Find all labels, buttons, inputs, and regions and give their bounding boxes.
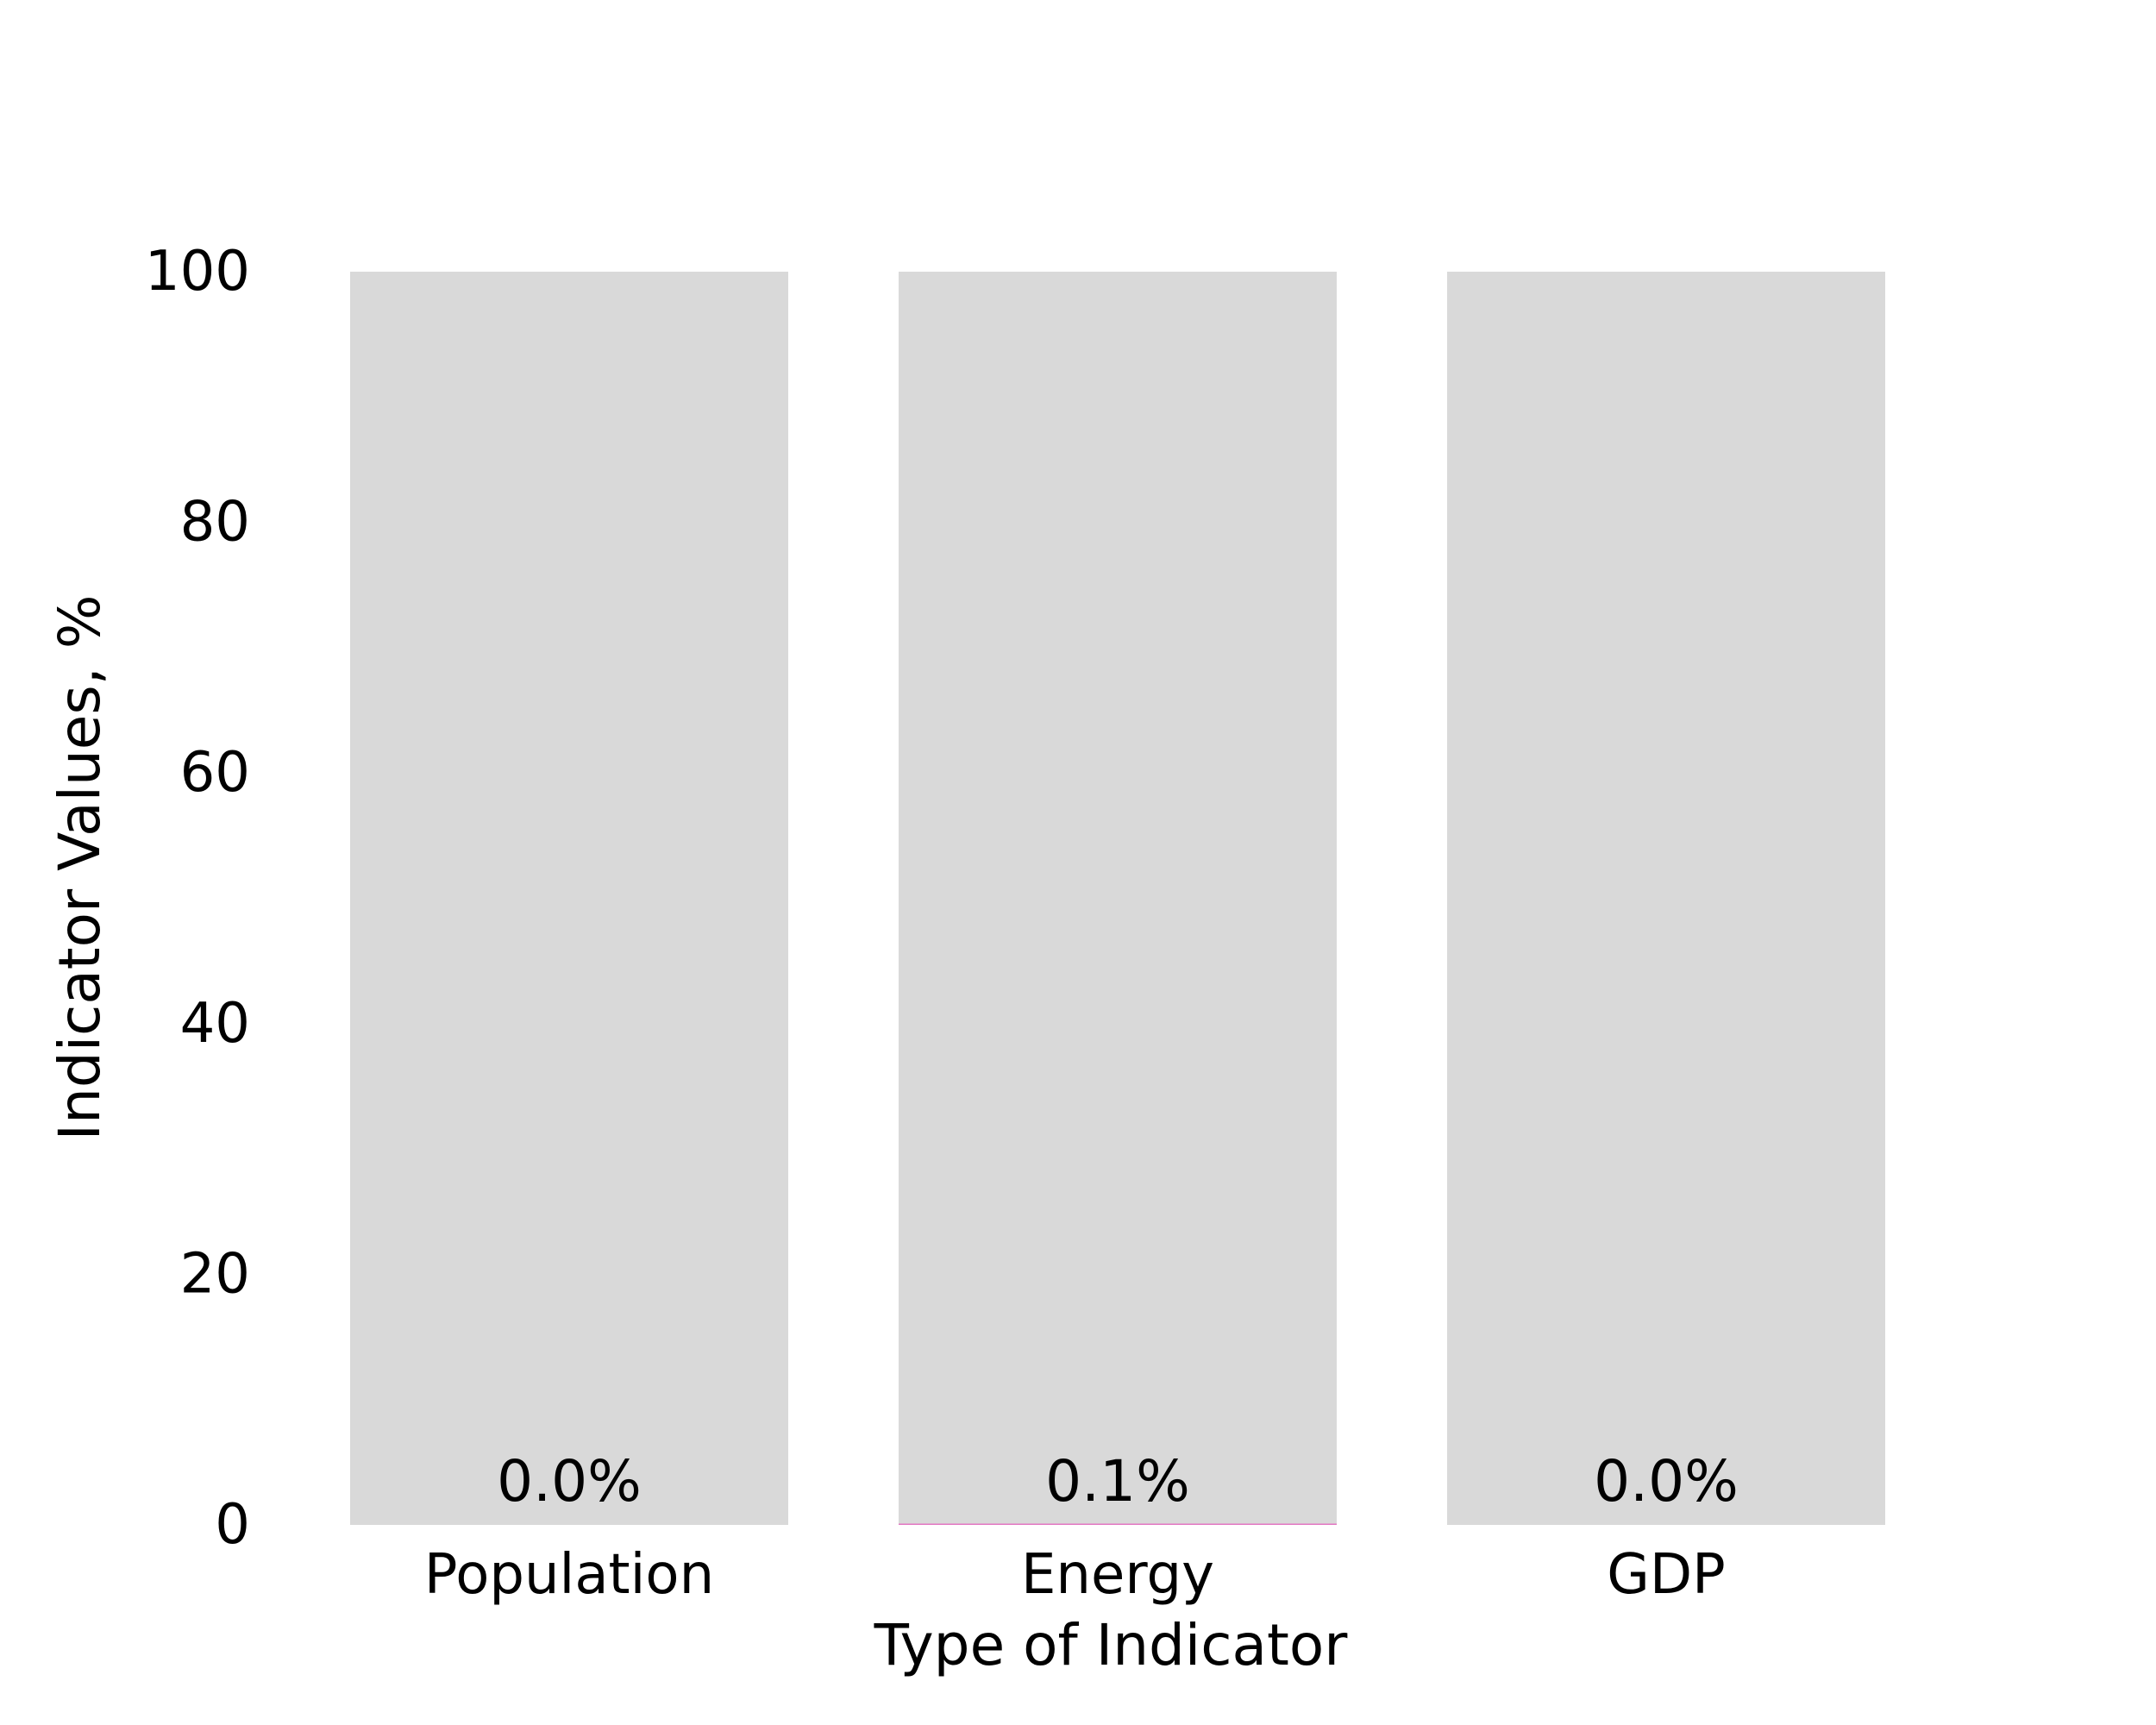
background-bar-population [350,272,788,1525]
y-tick-label-0: 0 [215,1493,250,1557]
x-tick-label-energy: Energy [1021,1543,1214,1607]
data-label-gdp: 0.0% [1594,1448,1739,1515]
x-axis-ticks: Population Energy GDP [424,1543,1726,1607]
data-label-population: 0.0% [497,1448,642,1515]
y-axis-ticks: 0 20 40 60 80 100 [145,240,250,1557]
y-tick-label-80: 80 [180,491,250,555]
background-bars [350,272,1885,1525]
data-labels: 0.0% 0.1% 0.0% [497,1448,1739,1515]
y-tick-label-40: 40 [180,992,250,1056]
y-axis-label: Indicator Values, % [47,595,113,1141]
x-tick-label-population: Population [424,1543,714,1607]
value-bars [899,1523,1337,1525]
y-tick-label-60: 60 [180,741,250,805]
y-tick-label-100: 100 [145,240,250,304]
value-bar-energy [899,1523,1337,1525]
x-tick-label-gdp: GDP [1607,1543,1725,1607]
y-tick-label-20: 20 [180,1242,250,1306]
background-bar-energy [899,272,1337,1525]
data-label-energy: 0.1% [1045,1448,1190,1515]
x-axis-label: Type of Indicator [874,1612,1349,1678]
background-bar-gdp [1447,272,1885,1525]
